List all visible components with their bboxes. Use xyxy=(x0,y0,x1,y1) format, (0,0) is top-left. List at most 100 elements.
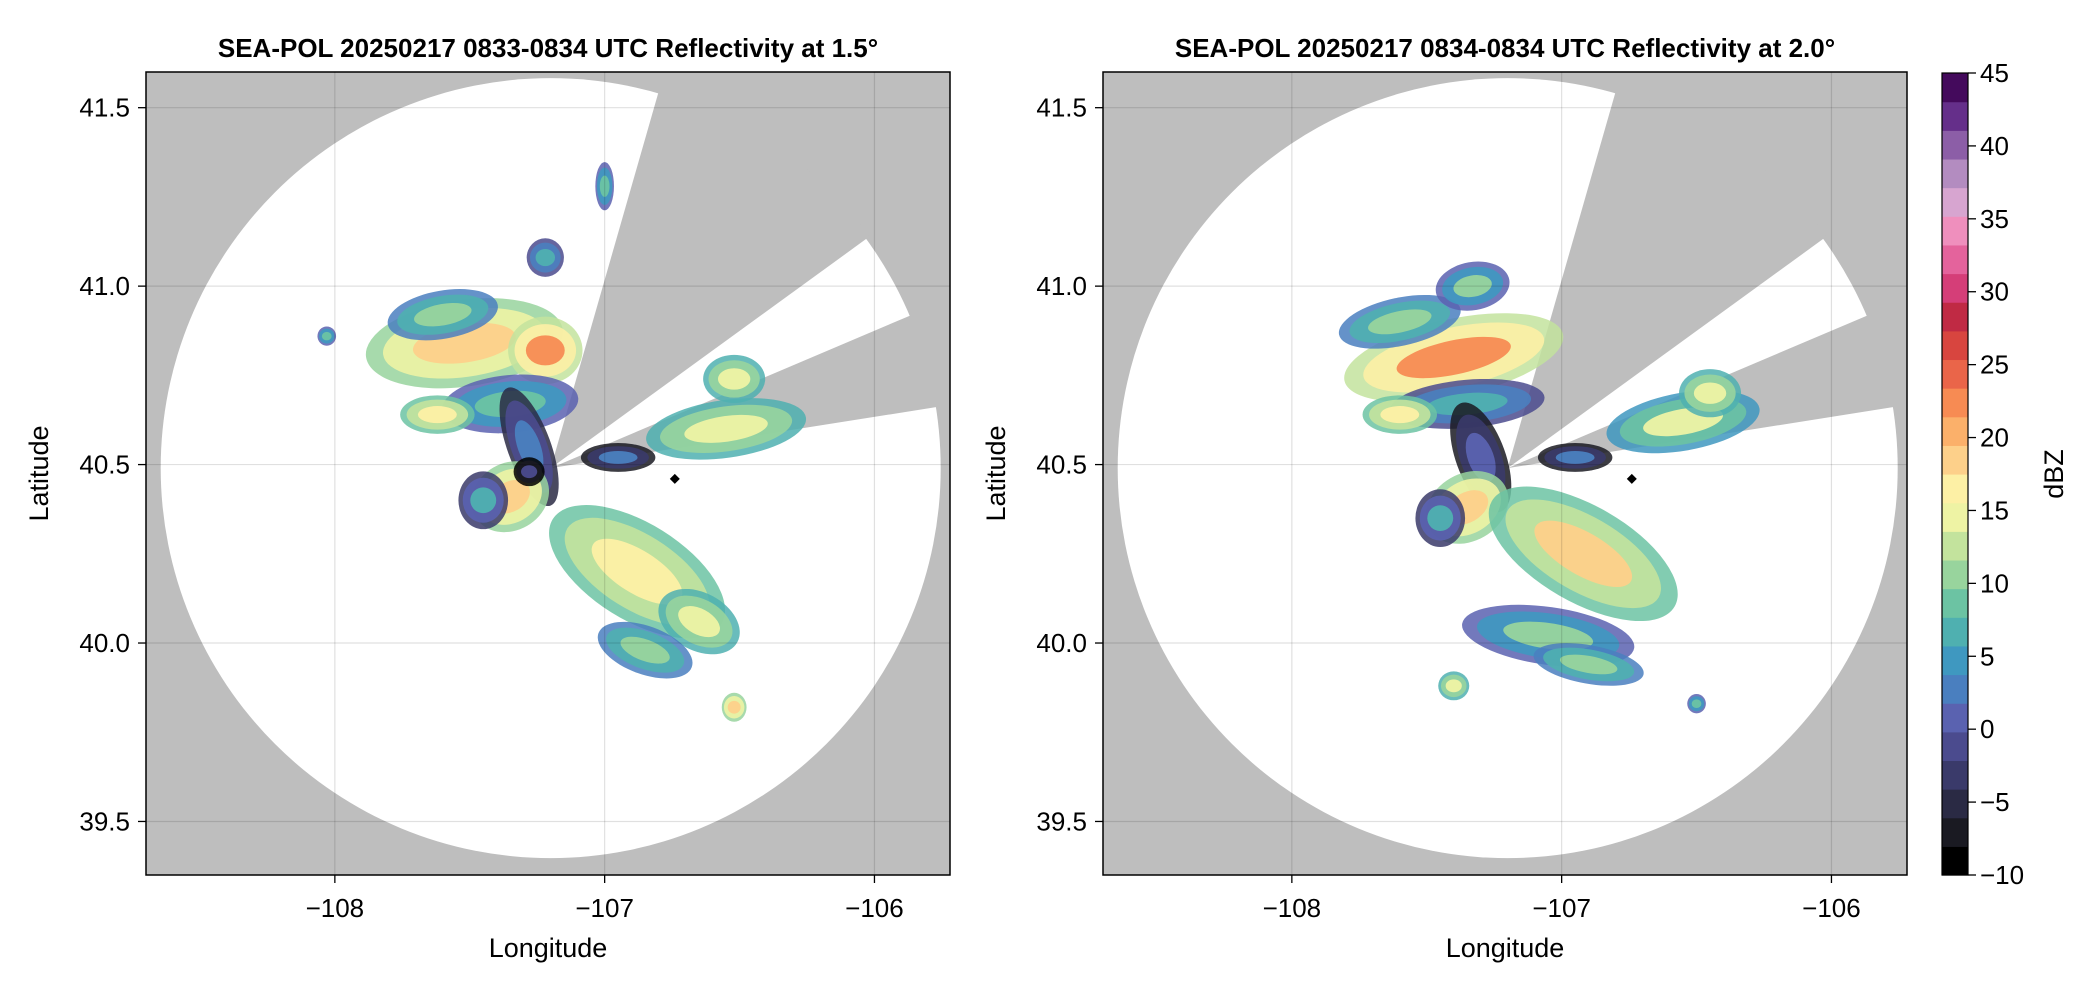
x-tick-label-1: −107 xyxy=(1532,893,1591,923)
echo-core xyxy=(1380,406,1420,424)
echo-core xyxy=(1453,275,1492,298)
chart-title: SEA-POL 20250217 0833-0834 UTC Reflectiv… xyxy=(218,33,878,63)
echo-core xyxy=(1534,520,1633,587)
echo-core xyxy=(1368,309,1432,335)
echo-core xyxy=(727,700,741,714)
axes-frame xyxy=(1102,71,1908,876)
colorbar-swatch-9 xyxy=(1942,588,1968,618)
echo-core xyxy=(414,302,472,327)
panel-2: −108 −107 −106 39.5 40.0 40.5 41.0 41.5 SEA-POL … xyxy=(981,33,1908,963)
echo-11 xyxy=(1533,643,1644,686)
colorbar-swatch-23 xyxy=(1942,187,1968,217)
x-axis-label: Longitude xyxy=(489,933,608,963)
colorbar-swatch-0 xyxy=(1942,846,1968,876)
colorbar-tick-label-2: 0 xyxy=(1980,714,1994,744)
echo-3 xyxy=(1435,261,1510,311)
chart-title: SEA-POL 20250217 0834-0834 UTC Reflectiv… xyxy=(1175,33,1835,63)
y-tick-label-4: 41.5 xyxy=(1036,93,1087,123)
echo-12 xyxy=(597,621,693,679)
echo-8 xyxy=(1415,489,1466,548)
colorbar-tick-label-1: −5 xyxy=(1980,787,2010,817)
echo-core xyxy=(417,406,457,424)
echo-14 xyxy=(703,354,766,404)
colorbar-tick-label-8: 30 xyxy=(1980,277,2009,307)
colorbar-tick-label-0: −10 xyxy=(1980,860,2024,890)
y-tick-label-0: 39.5 xyxy=(79,806,130,836)
echo-16 xyxy=(1687,694,1706,714)
y-tick-label-2: 40.5 xyxy=(1036,450,1087,480)
echo-18 xyxy=(595,162,614,211)
colorbar-swatch-11 xyxy=(1942,531,1968,561)
y-tick-label-4: 41.5 xyxy=(79,93,130,123)
echo-17 xyxy=(526,238,564,277)
echo-15 xyxy=(1438,671,1470,701)
colorbar-swatch-4 xyxy=(1942,731,1968,762)
plot-area xyxy=(1103,72,1907,875)
echo-core xyxy=(1691,699,1702,708)
colorbar-swatch-10 xyxy=(1942,559,1968,590)
colorbar: −10 −5 0 5 10 15 20 25 30 35 40 45 dBZ xyxy=(1941,58,2069,890)
colorbar-swatch-18 xyxy=(1942,330,1968,361)
colorbar-swatch-7 xyxy=(1942,645,1968,676)
echo-core xyxy=(521,465,538,479)
y-tick-label-1: 40.0 xyxy=(1036,628,1087,658)
echo-core xyxy=(1559,654,1618,675)
colorbar-tick-label-4: 10 xyxy=(1980,568,2009,598)
echo-core xyxy=(591,538,683,605)
colorbar-tick-label-9: 35 xyxy=(1980,204,2009,234)
x-tick-label-0: −108 xyxy=(306,893,365,923)
colorbar-swatch-13 xyxy=(1942,474,1968,504)
x-tick-label-0: −108 xyxy=(1263,893,1322,923)
echo-core xyxy=(525,335,565,366)
colorbar-frame xyxy=(1941,72,1969,876)
echo-core xyxy=(1693,382,1727,404)
echo-core xyxy=(678,606,720,638)
colorbar-swatch-3 xyxy=(1942,760,1968,790)
y-tick-label-2: 40.5 xyxy=(79,450,130,480)
echo-core xyxy=(599,175,610,197)
echo-core xyxy=(598,451,638,464)
colorbar-swatch-14 xyxy=(1942,445,1968,475)
colorbar-swatch-16 xyxy=(1942,388,1968,418)
colorbar-tick-label-3: 5 xyxy=(1980,641,1994,671)
colorbar-swatch-19 xyxy=(1942,302,1968,332)
echo-core xyxy=(1503,621,1594,651)
y-axis-label: Latitude xyxy=(981,425,1011,521)
echo-5 xyxy=(1362,395,1438,434)
echo-16 xyxy=(721,692,747,722)
y-tick-label-3: 41.0 xyxy=(79,271,130,301)
echo-core xyxy=(1555,451,1595,464)
y-tick-label-1: 40.0 xyxy=(79,628,130,658)
y-tick-label-0: 39.5 xyxy=(1036,806,1087,836)
y-tick-label-3: 41.0 xyxy=(1036,271,1087,301)
y-axis-label: Latitude xyxy=(24,425,54,521)
echo-13 xyxy=(1679,369,1742,418)
colorbar-swatch-1 xyxy=(1942,817,1968,847)
echo-core xyxy=(1445,679,1462,693)
echo-15 xyxy=(580,442,656,472)
echo-11 xyxy=(658,588,740,655)
colorbar-swatch-24 xyxy=(1942,158,1968,189)
beam-blockage-sector-1 xyxy=(1507,89,1827,469)
colorbar-swatch-17 xyxy=(1942,359,1968,389)
colorbar-tick-label-10: 40 xyxy=(1980,131,2009,161)
echo-core xyxy=(1465,432,1496,482)
echo-3 xyxy=(387,289,498,341)
colorbar-swatch-26 xyxy=(1942,101,1968,131)
echo-9 xyxy=(513,457,545,487)
echo-19 xyxy=(317,326,337,346)
echo-14 xyxy=(1537,442,1613,472)
x-tick-label-2: −106 xyxy=(845,893,904,923)
echo-core xyxy=(321,331,332,341)
colorbar-swatch-21 xyxy=(1942,244,1968,275)
colorbar-swatch-15 xyxy=(1942,416,1968,446)
colorbar-tick-label-5: 15 xyxy=(1980,495,2009,525)
echo-9 xyxy=(1488,486,1678,622)
colorbar-swatch-12 xyxy=(1942,502,1968,532)
colorbar-swatch-20 xyxy=(1942,273,1968,303)
colorbar-swatch-2 xyxy=(1942,789,1968,819)
colorbar-tick-label-11: 45 xyxy=(1980,58,2009,88)
beam-blockage-sector-1 xyxy=(550,89,870,469)
